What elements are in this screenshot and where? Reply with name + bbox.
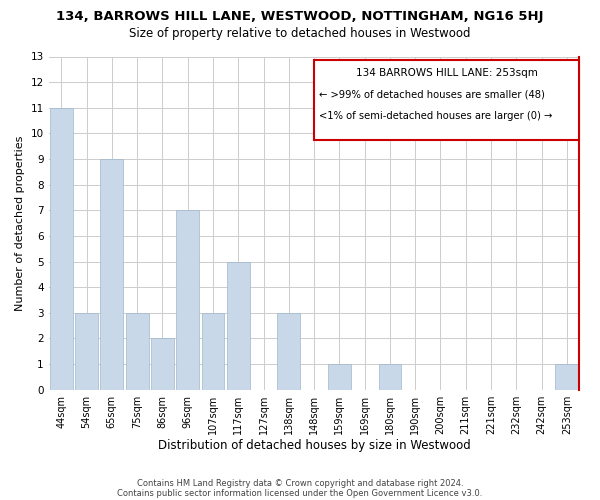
Text: ← >99% of detached houses are smaller (48): ← >99% of detached houses are smaller (4… bbox=[319, 90, 545, 100]
Text: Contains HM Land Registry data © Crown copyright and database right 2024.: Contains HM Land Registry data © Crown c… bbox=[137, 478, 463, 488]
Bar bbox=[151, 338, 174, 390]
Text: 134 BARROWS HILL LANE: 253sqm: 134 BARROWS HILL LANE: 253sqm bbox=[356, 68, 538, 78]
Y-axis label: Number of detached properties: Number of detached properties bbox=[15, 136, 25, 311]
Text: Size of property relative to detached houses in Westwood: Size of property relative to detached ho… bbox=[129, 28, 471, 40]
Text: 134, BARROWS HILL LANE, WESTWOOD, NOTTINGHAM, NG16 5HJ: 134, BARROWS HILL LANE, WESTWOOD, NOTTIN… bbox=[56, 10, 544, 23]
Bar bbox=[202, 313, 224, 390]
Text: <1% of semi-detached houses are larger (0) →: <1% of semi-detached houses are larger (… bbox=[319, 112, 553, 122]
Bar bbox=[227, 262, 250, 390]
Bar bbox=[556, 364, 578, 390]
Bar bbox=[126, 313, 149, 390]
Bar bbox=[75, 313, 98, 390]
Bar bbox=[328, 364, 351, 390]
Text: Contains public sector information licensed under the Open Government Licence v3: Contains public sector information licen… bbox=[118, 488, 482, 498]
FancyBboxPatch shape bbox=[314, 60, 580, 140]
Bar bbox=[277, 313, 300, 390]
X-axis label: Distribution of detached houses by size in Westwood: Distribution of detached houses by size … bbox=[158, 440, 470, 452]
Bar bbox=[100, 159, 123, 390]
Bar bbox=[379, 364, 401, 390]
Bar bbox=[176, 210, 199, 390]
Bar bbox=[50, 108, 73, 390]
